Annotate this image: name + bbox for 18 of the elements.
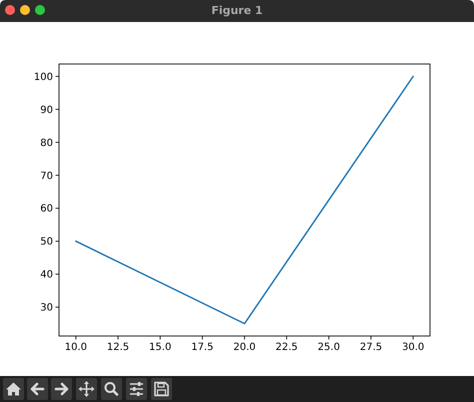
y-tick-label: 80	[40, 138, 53, 149]
x-tick-label: 20.0	[233, 342, 256, 353]
x-tick-label: 15.0	[149, 342, 172, 353]
y-tick-label: 30	[40, 302, 53, 314]
x-tick-label: 12.5	[106, 342, 130, 353]
x-tick-label: 10.0	[64, 342, 87, 353]
x-tick-label: 25.0	[318, 342, 340, 353]
y-tick-label: 70	[40, 170, 53, 182]
y-tick-label: 60	[40, 204, 53, 215]
y-tick-label: 90	[40, 104, 53, 116]
x-tick-label: 27.5	[360, 342, 382, 353]
x-tick-label: 30.0	[402, 342, 424, 353]
x-tick-label: 17.5	[191, 342, 214, 353]
y-tick-label: 100	[34, 72, 53, 83]
chart-title: Figure 1	[211, 4, 263, 17]
y-tick-label: 50	[40, 236, 53, 248]
x-tick-label: 22.5	[276, 342, 298, 353]
y-tick-label: 40	[40, 270, 53, 281]
